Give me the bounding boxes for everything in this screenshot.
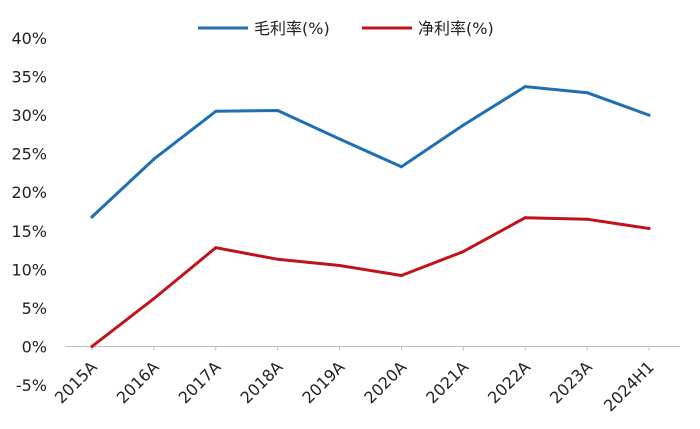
data-point [647,226,651,230]
x-tick-label: 2019A [298,357,348,407]
y-tick-label: 20% [11,183,47,202]
data-point [461,123,465,127]
y-tick-label: 40% [11,29,47,48]
legend-label: 毛利率(%) [254,19,330,38]
y-tick-label: 35% [11,68,47,87]
series-line-1 [90,216,651,348]
data-point [214,109,218,113]
y-tick-label: 25% [11,145,47,164]
x-tick-label: 2024H1 [600,357,658,415]
data-point [523,216,527,220]
x-tick-label: 2020A [360,357,410,407]
x-tick-label: 2022A [484,357,534,407]
data-point [461,250,465,254]
data-point [152,157,156,161]
x-tick-label: 2023A [546,357,596,407]
y-axis-ticks: 40% 35% 30% 25% 20% 15% 10% 5% 0% -5% [11,29,47,395]
data-point [399,165,403,169]
data-point [647,113,651,117]
data-point [338,137,342,141]
x-axis: 2015A 2016A 2017A 2018A 2019A 2020A 2021A 2022A… [51,345,680,415]
legend: 毛利率(%) 净利率(%) [198,19,494,38]
x-tick-label: 2021A [422,357,472,407]
y-tick-label: 30% [11,106,47,125]
data-point [214,246,218,250]
series-line-0 [90,85,651,219]
y-tick-label: 15% [11,222,47,241]
data-point [276,257,280,261]
data-point [276,108,280,112]
data-point [152,297,156,301]
data-point [90,215,94,219]
y-tick-label: 10% [11,260,47,279]
data-point [585,217,589,221]
data-point [585,91,589,95]
y-tick-label: -5% [16,376,47,395]
data-point [523,85,527,89]
x-tick-label: 2016A [113,357,163,407]
y-tick-label: 0% [22,337,47,356]
x-tick-label: 2018A [237,357,287,407]
data-point [90,344,94,348]
x-tick-label: 2017A [175,357,225,407]
legend-label: 净利率(%) [418,19,494,38]
x-tick-label: 2015A [51,357,101,407]
series-layer [90,85,651,348]
y-tick-label: 5% [22,299,47,318]
data-point [338,263,342,267]
data-point [399,274,403,278]
